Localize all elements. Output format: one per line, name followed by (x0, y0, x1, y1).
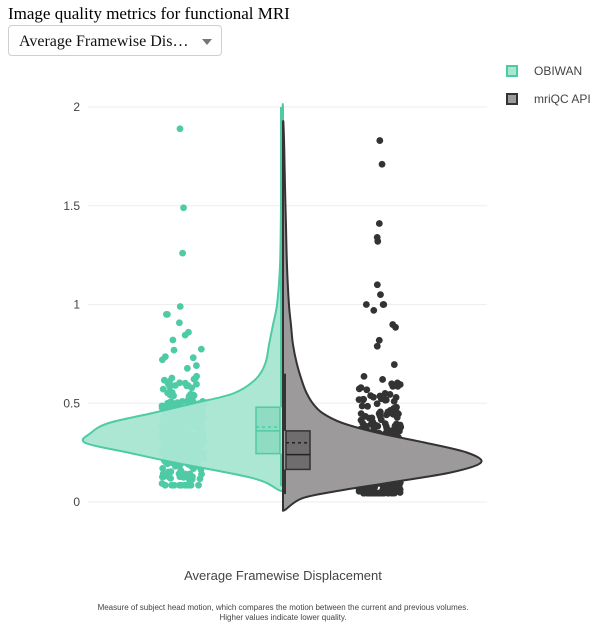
data-point-obiwan (193, 362, 200, 369)
chart-caption: Measure of subject head motion, which co… (0, 603, 566, 623)
outlier-point-mriqc-api (373, 233, 381, 241)
data-point-mriqc-api (355, 385, 363, 393)
data-point-obiwan (185, 328, 192, 336)
data-point-obiwan (166, 378, 173, 385)
y-tick-label: 0 (73, 495, 80, 509)
y-tick-label: 0.5 (63, 396, 80, 410)
data-point-mriqc-api (364, 402, 371, 410)
data-point-obiwan (164, 310, 171, 318)
y-tick-label: 2 (73, 100, 80, 114)
data-point-mriqc-api (389, 321, 397, 328)
data-point-obiwan (167, 468, 175, 476)
data-point-mriqc-api (388, 489, 396, 497)
data-point-obiwan (159, 473, 167, 481)
data-point-mriqc-api (390, 483, 398, 491)
data-point-mriqc-api (375, 336, 383, 344)
data-point-obiwan (158, 356, 166, 364)
legend-swatch-mriqc-api (506, 93, 518, 105)
data-point-mriqc-api (362, 422, 370, 430)
data-point-obiwan (166, 474, 174, 481)
data-point-mriqc-api (357, 410, 365, 417)
data-point-mriqc-api (388, 380, 396, 388)
data-point-mriqc-api (374, 489, 382, 497)
data-point-obiwan (189, 354, 197, 362)
data-point-mriqc-api (362, 301, 370, 308)
data-point-obiwan (170, 346, 178, 354)
data-point-obiwan (188, 395, 196, 403)
data-point-obiwan (164, 389, 171, 397)
data-point-mriqc-api (396, 421, 404, 429)
data-point-obiwan (181, 379, 189, 387)
data-point-obiwan (176, 473, 184, 481)
data-point-mriqc-api (390, 397, 398, 405)
data-point-mriqc-api (373, 342, 381, 350)
data-point-mriqc-api (367, 420, 375, 428)
data-point-obiwan (183, 364, 191, 372)
data-point-mriqc-api (390, 361, 398, 368)
x-axis-label: Average Framewise Displacement (184, 568, 382, 583)
metric-select[interactable]: Average Framewise Displacement (8, 25, 222, 56)
y-tick-label: 1 (73, 298, 80, 312)
data-point-obiwan (169, 336, 177, 344)
data-point-obiwan (177, 466, 185, 474)
outlier-point-obiwan (180, 204, 187, 212)
data-point-mriqc-api (376, 392, 384, 400)
caption-line: Higher values indicate lower quality. (219, 613, 347, 622)
data-point-mriqc-api (376, 408, 384, 416)
data-point-mriqc-api (379, 376, 386, 383)
data-point-obiwan (175, 319, 183, 327)
data-point-mriqc-api (373, 400, 381, 408)
box-mriqc-api (285, 430, 311, 471)
outlier-point-mriqc-api (376, 137, 384, 144)
data-point-mriqc-api (373, 422, 380, 430)
data-point-obiwan (195, 481, 202, 489)
caption-line: Measure of subject head motion, which co… (97, 603, 469, 612)
data-point-mriqc-api (363, 386, 371, 394)
data-point-mriqc-api (384, 408, 392, 416)
data-point-obiwan (171, 382, 179, 389)
data-point-mriqc-api (358, 402, 366, 410)
legend-label-mriqc-api: mriQC API (534, 92, 591, 106)
data-point-mriqc-api (381, 396, 389, 404)
data-point-mriqc-api (381, 488, 389, 496)
chevron-down-icon (202, 39, 212, 45)
data-point-mriqc-api (367, 489, 375, 497)
data-point-obiwan (182, 481, 189, 489)
outlier-point-obiwan (176, 125, 184, 133)
y-tick-label: 1.5 (63, 199, 80, 213)
legend-label-obiwan: OBIWAN (534, 64, 583, 78)
data-point-obiwan (158, 480, 166, 487)
data-point-obiwan (159, 464, 167, 472)
data-point-obiwan (168, 481, 176, 489)
legend-swatch-obiwan (506, 65, 518, 77)
data-point-mriqc-api (370, 306, 378, 314)
data-point-mriqc-api (359, 395, 367, 403)
outlier-point-obiwan (179, 249, 186, 257)
data-point-obiwan (193, 380, 200, 388)
page-title: Image quality metrics for functional MRI (8, 4, 290, 23)
outlier-point-obiwan (176, 303, 184, 310)
outlier-point-mriqc-api (378, 160, 386, 168)
data-point-mriqc-api (366, 414, 373, 422)
data-point-obiwan (189, 473, 196, 480)
data-point-obiwan (197, 345, 205, 353)
legend-item-obiwan[interactable]: OBIWAN (506, 62, 582, 80)
data-point-mriqc-api (379, 301, 387, 308)
data-point-mriqc-api (360, 372, 368, 380)
density-mriqc-api (281, 120, 483, 512)
density-obiwan (81, 103, 284, 493)
data-point-mriqc-api (393, 414, 401, 421)
legend-item-mriqc-api[interactable]: mriQC API (506, 90, 591, 108)
data-point-mriqc-api (381, 390, 389, 397)
outlier-point-mriqc-api (375, 220, 383, 227)
data-point-obiwan (196, 475, 204, 483)
data-point-obiwan (193, 372, 201, 380)
data-point-mriqc-api (370, 393, 377, 401)
outlier-point-mriqc-api (373, 281, 381, 289)
outlier-point-mriqc-api (377, 291, 384, 299)
